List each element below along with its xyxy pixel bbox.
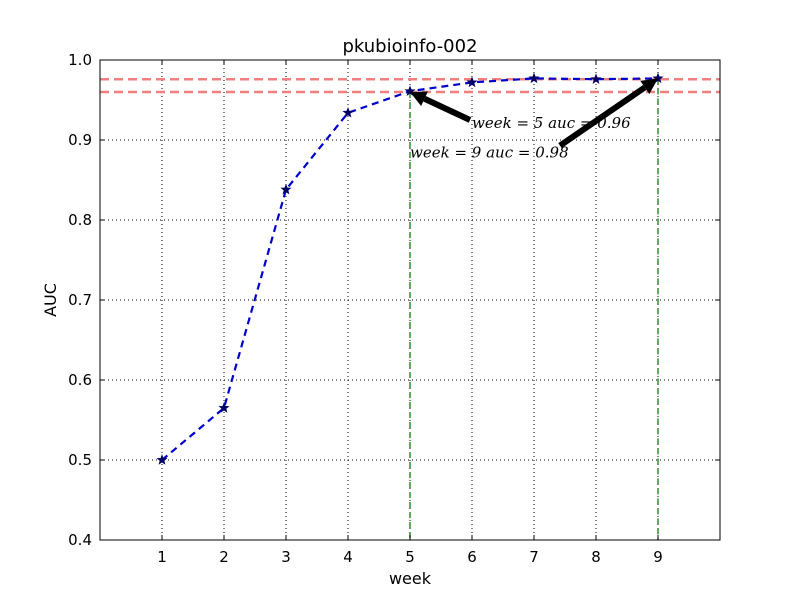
x-axis-label: week <box>389 569 432 588</box>
x-tick-label: 8 <box>591 548 601 566</box>
x-tick-label: 6 <box>467 548 477 566</box>
star-marker <box>342 106 354 118</box>
annotation-arrow-head <box>410 91 428 107</box>
chart-title: pkubioinfo-002 <box>342 36 477 57</box>
annotation-text: week = 9 auc = 0.98 <box>410 144 569 162</box>
x-tick-label: 2 <box>219 548 229 566</box>
star-marker <box>404 85 416 96</box>
star-marker <box>590 73 602 84</box>
star-marker <box>156 454 168 465</box>
y-tick-label: 0.8 <box>68 211 92 229</box>
x-tick-label: 9 <box>653 548 663 566</box>
annotation-arrow-shaft <box>423 96 472 123</box>
star-marker <box>652 72 664 84</box>
x-tick-label: 1 <box>157 548 167 566</box>
x-tick-label: 7 <box>529 548 539 566</box>
x-tick-label: 3 <box>281 548 291 566</box>
y-tick-label: 1.0 <box>68 51 92 69</box>
annotation-arrow-shaft <box>558 84 647 149</box>
star-marker <box>466 76 478 88</box>
star-marker <box>528 72 540 84</box>
x-tick-label: 5 <box>405 548 415 566</box>
data-series <box>156 72 664 465</box>
axis-ticks: 1 2 3 4 5 6 7 8 9 0.4 0.5 0.6 0.7 0.8 0.9 1.0 <box>68 51 720 566</box>
y-tick-label: 0.4 <box>68 531 92 549</box>
annotation-arrow-head <box>640 78 658 95</box>
x-tick-label: 4 <box>343 548 353 566</box>
y-tick-label: 0.7 <box>68 291 92 309</box>
star-marker <box>280 183 292 195</box>
star-marker <box>218 402 230 413</box>
y-tick-label: 0.5 <box>68 451 92 469</box>
y-axis-label: AUC <box>41 283 60 317</box>
y-tick-label: 0.6 <box>68 371 92 389</box>
y-tick-label: 0.9 <box>68 131 92 149</box>
